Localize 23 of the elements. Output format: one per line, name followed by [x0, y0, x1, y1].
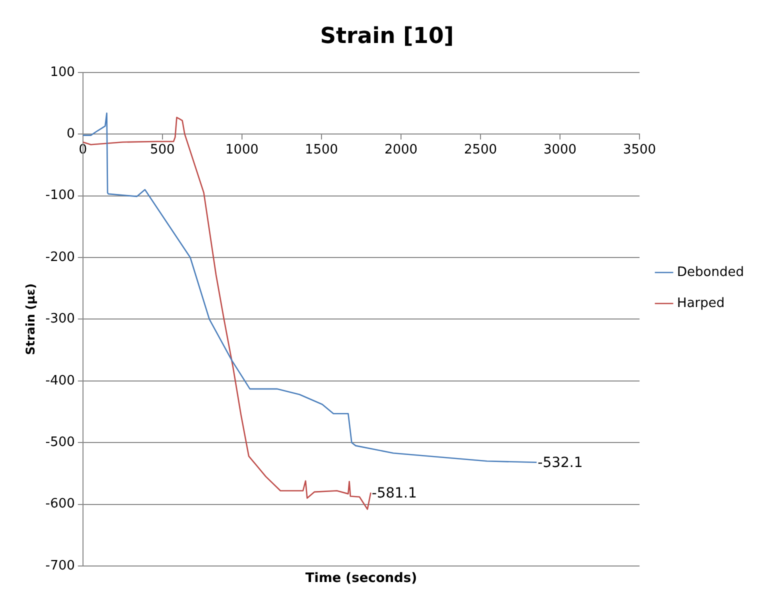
legend-label: Debonded [677, 264, 744, 280]
chart-title: Strain [10] [320, 24, 454, 49]
data-label: -581.1 [372, 485, 417, 502]
y-tick-label: -100 [45, 188, 75, 204]
x-tick-label: 1000 [225, 142, 258, 158]
x-tick-label: 3500 [623, 142, 656, 158]
y-tick-label: -600 [45, 496, 75, 512]
y-tick-label: -500 [45, 434, 75, 450]
y-tick-label: 0 [66, 126, 75, 142]
x-tick-label: 500 [150, 142, 175, 158]
y-tick-label: -700 [45, 558, 75, 574]
x-tick-label: 1500 [304, 142, 338, 158]
y-tick-label: -400 [45, 373, 75, 388]
x-tick-label: 3000 [543, 142, 577, 158]
y-tick-label: 100 [50, 64, 75, 80]
y-tick-label: -300 [45, 312, 75, 327]
y-tick-label: -200 [45, 250, 75, 265]
x-tick-label: 2000 [384, 142, 418, 158]
x-axis-title: Time (seconds) [305, 570, 418, 586]
y-axis-title: Strain (µε) [23, 283, 38, 356]
x-tick-label: 2500 [464, 142, 498, 158]
legend-label: Harped [677, 296, 725, 311]
data-label: -532.1 [538, 455, 583, 472]
